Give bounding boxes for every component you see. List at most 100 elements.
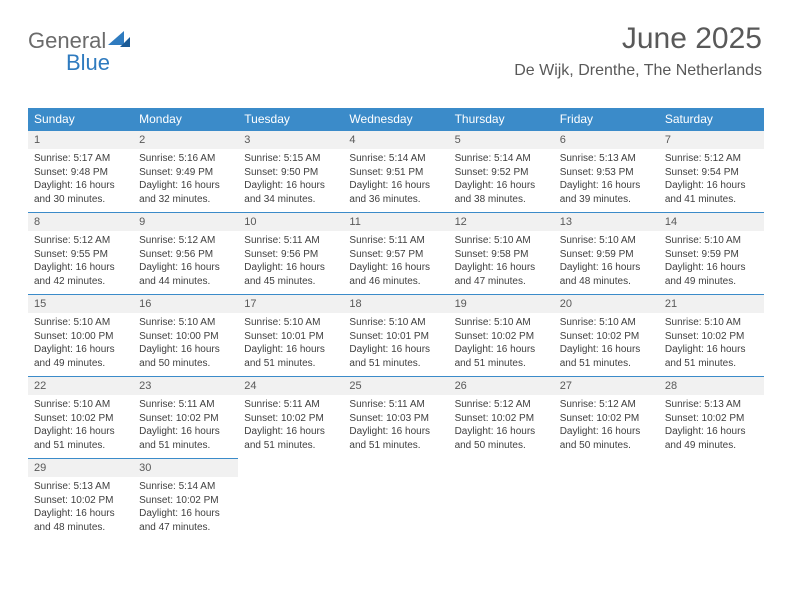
sunset-text: Sunset: 10:01 PM: [349, 330, 442, 344]
sunrise-text: Sunrise: 5:12 AM: [455, 398, 548, 412]
day-cell: Sunrise: 5:11 AMSunset: 10:02 PMDaylight…: [133, 395, 238, 458]
daylight-text: and 47 minutes.: [455, 275, 548, 289]
day-number-row: 22232425262728: [28, 376, 764, 395]
brand-triangle2-icon: [120, 37, 130, 47]
daylight-text: Daylight: 16 hours: [455, 179, 548, 193]
daylight-text: and 50 minutes.: [455, 439, 548, 453]
day-number: 11: [343, 212, 448, 231]
day-cell: Sunrise: 5:10 AMSunset: 10:01 PMDaylight…: [238, 313, 343, 376]
sunrise-text: Sunrise: 5:14 AM: [455, 152, 548, 166]
day-number: 2: [133, 130, 238, 149]
sunrise-text: Sunrise: 5:10 AM: [139, 316, 232, 330]
day-cell: Sunrise: 5:10 AMSunset: 10:00 PMDaylight…: [28, 313, 133, 376]
calendar-grid: Sunday Monday Tuesday Wednesday Thursday…: [28, 108, 764, 540]
day-number: 3: [238, 130, 343, 149]
sunset-text: Sunset: 9:49 PM: [139, 166, 232, 180]
sunset-text: Sunset: 9:52 PM: [455, 166, 548, 180]
sunset-text: Sunset: 10:02 PM: [244, 412, 337, 426]
day-cell: [449, 477, 554, 540]
daylight-text: Daylight: 16 hours: [560, 425, 653, 439]
day-number: 23: [133, 376, 238, 395]
sunrise-text: Sunrise: 5:10 AM: [560, 316, 653, 330]
sunrise-text: Sunrise: 5:11 AM: [244, 234, 337, 248]
day-cell: Sunrise: 5:16 AMSunset: 9:49 PMDaylight:…: [133, 149, 238, 212]
brand-text-blue: Blue: [66, 50, 110, 76]
daylight-text: Daylight: 16 hours: [349, 425, 442, 439]
day-cell: [238, 477, 343, 540]
sunrise-text: Sunrise: 5:15 AM: [244, 152, 337, 166]
daylight-text: and 49 minutes.: [665, 439, 758, 453]
sunrise-text: Sunrise: 5:13 AM: [34, 480, 127, 494]
sunrise-text: Sunrise: 5:13 AM: [665, 398, 758, 412]
day-number-row: 2930: [28, 458, 764, 477]
sunset-text: Sunset: 10:02 PM: [665, 412, 758, 426]
day-cell: Sunrise: 5:15 AMSunset: 9:50 PMDaylight:…: [238, 149, 343, 212]
day-number: 19: [449, 294, 554, 313]
sunset-text: Sunset: 9:56 PM: [244, 248, 337, 262]
day-cell: Sunrise: 5:12 AMSunset: 9:54 PMDaylight:…: [659, 149, 764, 212]
weekday-header: Tuesday: [238, 108, 343, 130]
day-content-row: Sunrise: 5:17 AMSunset: 9:48 PMDaylight:…: [28, 149, 764, 212]
daylight-text: and 51 minutes.: [455, 357, 548, 371]
daylight-text: and 49 minutes.: [34, 357, 127, 371]
day-cell: [659, 477, 764, 540]
sunrise-text: Sunrise: 5:10 AM: [455, 316, 548, 330]
weeks-container: 1234567Sunrise: 5:17 AMSunset: 9:48 PMDa…: [28, 130, 764, 540]
location-subtitle: De Wijk, Drenthe, The Netherlands: [514, 62, 762, 80]
daylight-text: Daylight: 16 hours: [665, 179, 758, 193]
daylight-text: Daylight: 16 hours: [139, 507, 232, 521]
day-cell: Sunrise: 5:10 AMSunset: 10:02 PMDaylight…: [449, 313, 554, 376]
day-cell: Sunrise: 5:12 AMSunset: 10:02 PMDaylight…: [449, 395, 554, 458]
sunset-text: Sunset: 10:01 PM: [244, 330, 337, 344]
day-cell: Sunrise: 5:14 AMSunset: 9:51 PMDaylight:…: [343, 149, 448, 212]
day-cell: Sunrise: 5:10 AMSunset: 9:59 PMDaylight:…: [659, 231, 764, 294]
day-cell: Sunrise: 5:11 AMSunset: 9:57 PMDaylight:…: [343, 231, 448, 294]
day-cell: Sunrise: 5:11 AMSunset: 10:03 PMDaylight…: [343, 395, 448, 458]
sunset-text: Sunset: 10:00 PM: [34, 330, 127, 344]
sunrise-text: Sunrise: 5:17 AM: [34, 152, 127, 166]
day-number: 29: [28, 458, 133, 477]
day-cell: Sunrise: 5:11 AMSunset: 10:02 PMDaylight…: [238, 395, 343, 458]
day-number: 1: [28, 130, 133, 149]
day-cell: Sunrise: 5:14 AMSunset: 9:52 PMDaylight:…: [449, 149, 554, 212]
day-cell: Sunrise: 5:10 AMSunset: 9:58 PMDaylight:…: [449, 231, 554, 294]
daylight-text: and 51 minutes.: [244, 357, 337, 371]
weekday-header: Monday: [133, 108, 238, 130]
daylight-text: and 51 minutes.: [665, 357, 758, 371]
sunrise-text: Sunrise: 5:10 AM: [455, 234, 548, 248]
daylight-text: and 34 minutes.: [244, 193, 337, 207]
daylight-text: and 46 minutes.: [349, 275, 442, 289]
day-number: 18: [343, 294, 448, 313]
daylight-text: Daylight: 16 hours: [139, 179, 232, 193]
daylight-text: and 42 minutes.: [34, 275, 127, 289]
sunrise-text: Sunrise: 5:14 AM: [139, 480, 232, 494]
daylight-text: and 36 minutes.: [349, 193, 442, 207]
daylight-text: Daylight: 16 hours: [139, 343, 232, 357]
sunset-text: Sunset: 10:02 PM: [560, 330, 653, 344]
sunrise-text: Sunrise: 5:11 AM: [349, 398, 442, 412]
daylight-text: Daylight: 16 hours: [34, 507, 127, 521]
daylight-text: and 38 minutes.: [455, 193, 548, 207]
day-number: 13: [554, 212, 659, 231]
sunset-text: Sunset: 9:55 PM: [34, 248, 127, 262]
day-cell: Sunrise: 5:12 AMSunset: 9:56 PMDaylight:…: [133, 231, 238, 294]
brand-logo: General Blue: [28, 28, 134, 54]
sunset-text: Sunset: 9:50 PM: [244, 166, 337, 180]
day-number: 8: [28, 212, 133, 231]
sunset-text: Sunset: 9:53 PM: [560, 166, 653, 180]
daylight-text: Daylight: 16 hours: [455, 261, 548, 275]
day-cell: Sunrise: 5:10 AMSunset: 9:59 PMDaylight:…: [554, 231, 659, 294]
day-cell: Sunrise: 5:12 AMSunset: 9:55 PMDaylight:…: [28, 231, 133, 294]
sunset-text: Sunset: 9:56 PM: [139, 248, 232, 262]
weekday-header: Friday: [554, 108, 659, 130]
sunset-text: Sunset: 10:02 PM: [560, 412, 653, 426]
sunrise-text: Sunrise: 5:10 AM: [665, 316, 758, 330]
page-title: June 2025: [514, 22, 762, 56]
daylight-text: and 48 minutes.: [34, 521, 127, 535]
day-number: 30: [133, 458, 238, 477]
day-number: 22: [28, 376, 133, 395]
day-number: 14: [659, 212, 764, 231]
weekday-header-row: Sunday Monday Tuesday Wednesday Thursday…: [28, 108, 764, 130]
day-number: 6: [554, 130, 659, 149]
day-number: 27: [554, 376, 659, 395]
